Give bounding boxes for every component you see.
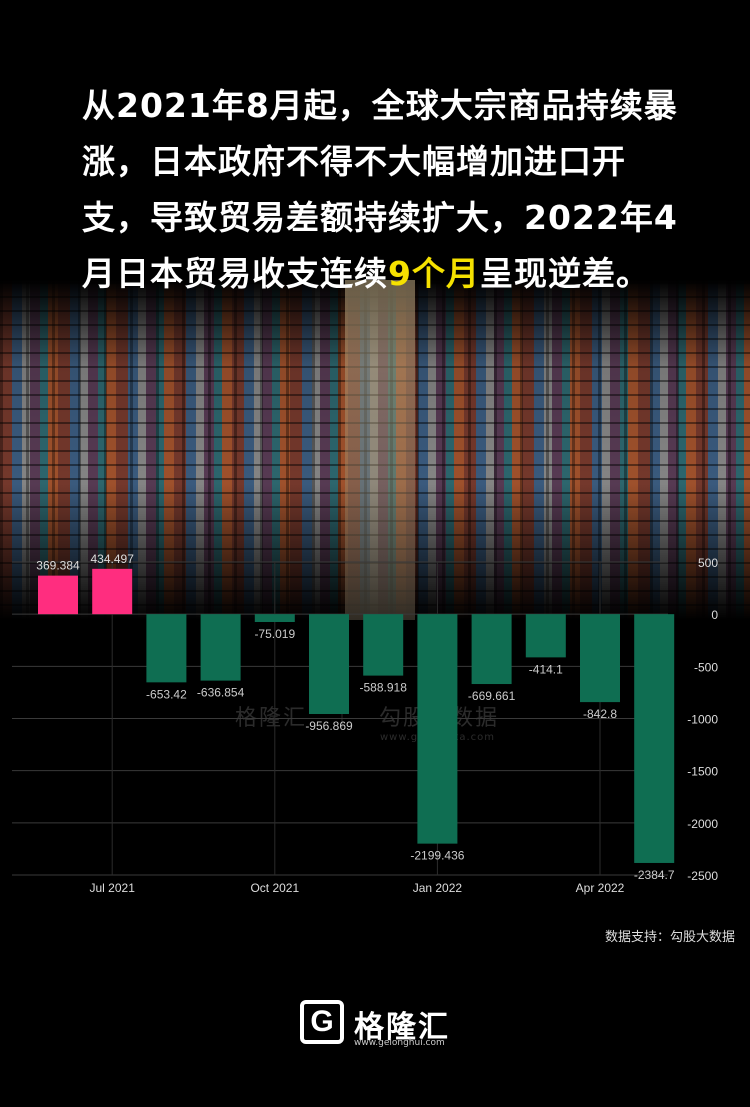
data-label: -842.8 bbox=[583, 707, 617, 721]
gelonghui-logo: G 格隆汇 www.gelonghui.com bbox=[300, 1000, 460, 1050]
data-label: -956.869 bbox=[305, 719, 353, 733]
logo-mark-icon: G bbox=[300, 1000, 344, 1044]
port-road bbox=[345, 280, 415, 620]
data-label: -2199.436 bbox=[410, 849, 464, 863]
bar bbox=[146, 614, 187, 683]
data-label: 434.497 bbox=[91, 552, 135, 566]
trade-balance-chart: 500 0 -500 -1000 -1500 -2000 -2500 Jul 2021 Oct … bbox=[12, 552, 718, 895]
y-tick-label: -1000 bbox=[687, 713, 718, 727]
data-label: -669.661 bbox=[468, 689, 516, 703]
bar bbox=[525, 614, 566, 658]
data-label: -653.42 bbox=[146, 687, 187, 701]
data-label: -2384.7 bbox=[634, 868, 675, 882]
bar bbox=[417, 614, 458, 844]
bar bbox=[634, 614, 675, 863]
bar bbox=[471, 614, 512, 685]
logo-name: 格隆汇 bbox=[354, 1010, 450, 1045]
bar bbox=[580, 614, 620, 703]
data-label: -414.1 bbox=[529, 662, 563, 676]
data-label: -75.019 bbox=[254, 627, 295, 641]
headline-text-end: 呈现逆差。 bbox=[479, 254, 650, 293]
bar bbox=[363, 614, 404, 676]
bar bbox=[38, 575, 78, 615]
bar bbox=[200, 614, 241, 681]
y-tick-label: -2000 bbox=[687, 817, 718, 831]
bar bbox=[254, 614, 295, 622]
headline-highlight: 9个月 bbox=[388, 254, 480, 293]
data-label: 369.384 bbox=[36, 559, 80, 573]
data-label: -636.854 bbox=[197, 686, 245, 700]
logo-url: www.gelonghui.com bbox=[354, 1038, 445, 1048]
x-tick-label: Jul 2021 bbox=[90, 881, 136, 895]
y-tick-label: 0 bbox=[711, 608, 718, 622]
x-tick-label: Apr 2022 bbox=[576, 881, 625, 895]
source-label: 数据支持：勾股大数据 bbox=[604, 930, 735, 945]
x-tick-label: Oct 2021 bbox=[250, 881, 299, 895]
y-tick-label: -2500 bbox=[687, 869, 718, 883]
headline: 从2021年8月起，全球大宗商品持续暴涨，日本政府不得不大幅增加进口开支，导致贸… bbox=[82, 78, 682, 302]
x-tick-label: Jan 2022 bbox=[413, 881, 463, 895]
headline-text: 从2021年8月起，全球大宗商品持续暴涨，日本政府不得不大幅增加进口开支，导致贸… bbox=[82, 86, 678, 293]
y-tick-label: 500 bbox=[698, 556, 718, 570]
bar bbox=[92, 568, 133, 615]
data-label: -588.918 bbox=[360, 681, 408, 695]
y-tick-label: -1500 bbox=[687, 765, 718, 779]
bar bbox=[309, 614, 349, 714]
y-tick-label: -500 bbox=[694, 660, 718, 674]
port-background-photo bbox=[0, 280, 750, 620]
